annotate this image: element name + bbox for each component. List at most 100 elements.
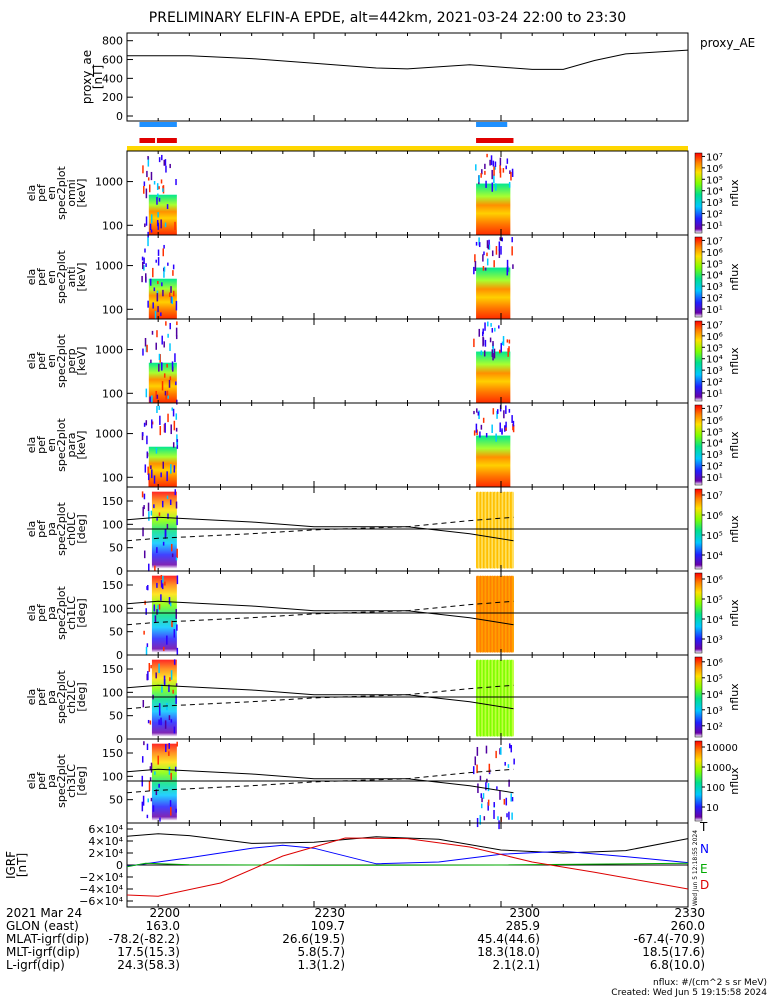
pa-ch0LC-ylabel-line: [deg] <box>75 514 88 543</box>
cbar-label: nflux <box>728 767 741 795</box>
pa-ch1LC-noise <box>145 646 148 655</box>
pa-ch0LC-ylabel-line: ch0LC <box>65 512 78 546</box>
pa-ch3LC-noise <box>506 813 508 818</box>
spectrogram-anti-noise <box>493 260 495 268</box>
spectrogram-anti-noise <box>487 244 490 250</box>
pa-ch0LC-ylabel-line: ela <box>25 521 38 538</box>
spectrogram-anti-noise <box>482 254 484 262</box>
spectrogram-anti-noise <box>170 286 172 293</box>
spectrogram-perp-noise <box>169 322 171 330</box>
pa-ch1LC-strip <box>501 575 504 653</box>
spectrogram-anti-ylabel-line: anti <box>65 266 78 287</box>
spectrogram-omni-noise <box>157 212 159 218</box>
pa-ch0LC-strip <box>498 491 501 569</box>
pa-ch3LC-noise <box>142 795 145 806</box>
pa-ch1LC-noise <box>160 580 163 588</box>
cbar-tick-label: 10⁷ <box>706 491 723 502</box>
spectrogram-para-noise <box>480 424 483 430</box>
pa-ch3LC-noise <box>511 796 514 802</box>
spectrogram-anti-noise <box>511 246 513 256</box>
spectrogram-para-noise <box>159 426 162 436</box>
footer-row-label: GLON (east) <box>6 919 79 933</box>
cbar-tick-label: 10⁴ <box>706 690 723 701</box>
pa-ch3LC-noise <box>511 812 513 820</box>
pa-ch0LC-noise <box>148 511 150 521</box>
pa-ch0LC-noise <box>143 550 146 559</box>
pa-ch0LC-strip <box>491 491 494 569</box>
spectrogram-para-noise <box>146 435 148 445</box>
spectrogram-perp-noise <box>158 363 160 372</box>
cbar-tick-label: 10⁷ <box>706 152 723 163</box>
spectrogram-perp-noise <box>481 331 484 337</box>
spectrogram-anti-noise <box>149 278 152 286</box>
spectrogram-omni-noise <box>149 223 152 231</box>
footer-cell: 45.4(44.6) <box>477 932 540 946</box>
pa-ch2LC-noise <box>147 671 149 681</box>
pa-ch1LC-colorbar <box>694 572 703 654</box>
spectrogram-perp-noise <box>499 349 501 354</box>
spectrogram-perp-colorbar <box>694 320 703 402</box>
spectrogram-omni-noise <box>160 219 162 229</box>
pa-ch2LC-ylabel-line: ela <box>25 689 38 706</box>
spectrogram-perp-noise <box>151 395 153 403</box>
y-tick-label: 0 <box>116 859 123 872</box>
spectrogram-omni-noise <box>164 222 167 228</box>
spectrogram-omni-noise <box>493 174 495 183</box>
pa-ch3LC-losscone-line <box>126 768 514 794</box>
spectrogram-perp-noise <box>175 381 177 386</box>
proxy-ae-ylabel: proxy_ae <box>80 50 94 104</box>
footer-cell: 2330 <box>674 906 705 920</box>
spectrogram-para-noise <box>167 413 169 423</box>
cbar-tick-label: 10 <box>706 803 719 814</box>
spectrogram-perp-noise <box>483 350 486 357</box>
spectrogram-anti-noise <box>491 250 494 257</box>
spectrogram-anti-noise <box>156 293 159 302</box>
spectrogram-para-noise <box>164 422 166 433</box>
pa-ch1LC-strip <box>487 575 491 653</box>
igrf-D-line <box>126 837 689 897</box>
spectrogram-anti-noise <box>162 248 164 257</box>
pa-ch2LC-strip <box>499 659 503 737</box>
pa-ch3LC-noise <box>152 805 155 812</box>
proxy-ae-frame <box>126 32 689 122</box>
spectrogram-perp-noise <box>155 390 157 400</box>
pa-ch2LC-strip <box>498 659 501 737</box>
pa-ch0LC-noise <box>158 512 161 516</box>
spectrogram-anti-noise <box>171 297 173 305</box>
pa-ch3LC-ylabel-line: [deg] <box>75 766 88 795</box>
pa-ch3LC-ylabel-line: pa <box>45 774 58 788</box>
pa-ch2LC-ylabel-line: ch2LC <box>65 680 78 714</box>
pa-ch2LC-noise <box>147 719 150 724</box>
pa-ch2LC-noise <box>166 703 168 711</box>
footer-cell: 260.0 <box>670 919 705 933</box>
pa-ch0LC-strip <box>510 491 513 569</box>
cbar-tick-label: 10⁴ <box>706 187 723 198</box>
spectrogram-anti-noise <box>482 266 485 271</box>
spectrogram-anti-noise <box>483 251 485 256</box>
footer-cell: 2.1(2.1) <box>492 958 540 972</box>
pa-ch1LC-pass2 <box>476 575 514 653</box>
spectrogram-para-noise <box>172 442 175 448</box>
pa-ch0LC-strip <box>511 491 514 569</box>
spectrogram-perp-noise <box>164 390 167 396</box>
cbar-tick-label: 10² <box>706 210 723 221</box>
pa-ch3LC-noise <box>508 743 511 749</box>
spectrogram-para-noise <box>170 424 172 435</box>
pa-ch0LC-strip <box>493 491 496 569</box>
pa-ch0LC-strip <box>499 491 503 569</box>
footer-cell: 6.8(10.0) <box>649 958 705 972</box>
spectrogram-omni-noise <box>175 178 177 186</box>
pa-ch3LC-noise <box>483 816 486 821</box>
spectrogram-perp-noise <box>161 362 163 371</box>
pa-ch2LC-noise <box>168 715 171 721</box>
pa-ch3LC-noise <box>170 772 172 780</box>
spectrogram-para-noise <box>505 427 507 431</box>
spectrogram-para-ylabel-line: ela <box>25 437 38 454</box>
spectrogram-anti-noise <box>144 248 146 253</box>
spectrogram-anti-noise <box>161 282 163 287</box>
pa-ch2LC-strip <box>496 659 499 737</box>
pa-ch3LC-noise <box>150 762 153 773</box>
spectrogram-perp-noise <box>161 381 164 391</box>
pa-ch0LC-noise <box>156 547 158 554</box>
spectrogram-para-noise <box>171 407 174 411</box>
